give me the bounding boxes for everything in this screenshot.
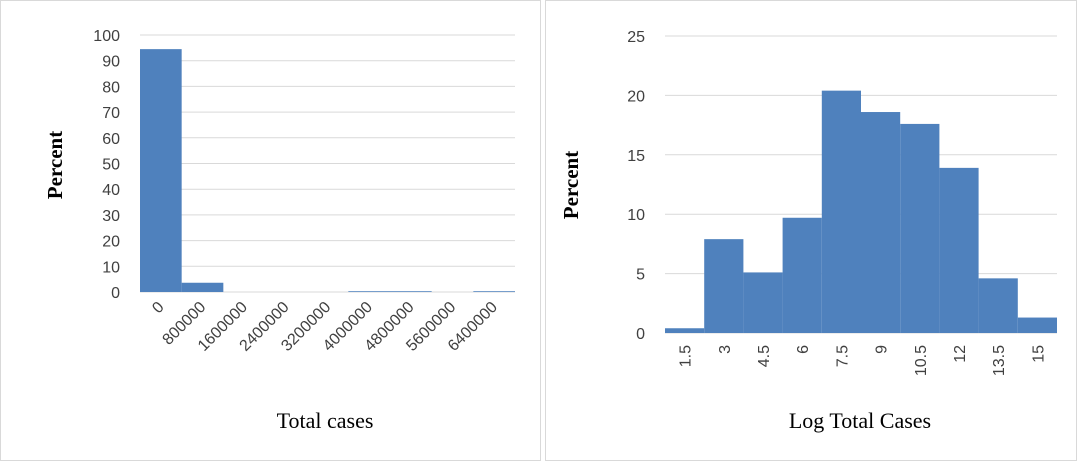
x-tick-label: 4.5	[756, 345, 773, 367]
x-axis-title: Log Total Cases	[789, 408, 931, 433]
y-tick-label: 60	[102, 131, 120, 148]
bar	[704, 239, 744, 333]
x-tick-label: 9	[874, 345, 891, 354]
x-tick-label: 0	[149, 299, 167, 317]
bar	[861, 112, 901, 333]
y-tick-label: 15	[627, 148, 645, 165]
bar	[821, 90, 861, 333]
x-tick-label: 3	[717, 345, 734, 354]
bar	[390, 291, 432, 292]
bar	[782, 217, 822, 333]
y-tick-label: 0	[636, 326, 645, 343]
y-axis-title: Percent	[559, 151, 583, 219]
y-tick-label: 25	[627, 29, 645, 46]
x-tick-label: 7.5	[834, 345, 851, 367]
y-tick-label: 100	[93, 28, 120, 45]
y-tick-label: 5	[636, 267, 645, 284]
x-tick-label: 12	[952, 345, 969, 363]
y-tick-label: 70	[102, 105, 120, 122]
y-axis-title: Percent	[43, 131, 67, 199]
bar	[939, 167, 979, 333]
bar	[348, 291, 390, 292]
x-tick-label: 1.5	[678, 345, 695, 367]
y-tick-label: 50	[102, 157, 120, 174]
x-tick-label: 10.5	[913, 345, 930, 376]
bar	[1017, 317, 1057, 333]
x-tick-label: 15	[1030, 345, 1047, 363]
y-tick-label: 10	[102, 259, 120, 276]
y-tick-label: 90	[102, 54, 120, 71]
y-tick-label: 20	[627, 88, 645, 105]
bar	[743, 272, 783, 333]
y-tick-label: 40	[102, 182, 120, 199]
bar	[140, 49, 182, 293]
bar	[473, 291, 515, 292]
left-panel	[0, 0, 541, 461]
y-tick-label: 0	[111, 285, 120, 302]
y-tick-label: 10	[627, 207, 645, 224]
bar	[900, 123, 940, 333]
x-tick-label: 13.5	[991, 345, 1008, 376]
x-tick-label: 6	[795, 345, 812, 354]
y-tick-label: 20	[102, 234, 120, 251]
bar	[978, 278, 1018, 333]
x-axis-title: Total cases	[277, 408, 374, 433]
y-tick-label: 30	[102, 208, 120, 225]
bar	[181, 282, 224, 292]
y-tick-label: 80	[102, 79, 120, 96]
bar	[665, 328, 705, 333]
